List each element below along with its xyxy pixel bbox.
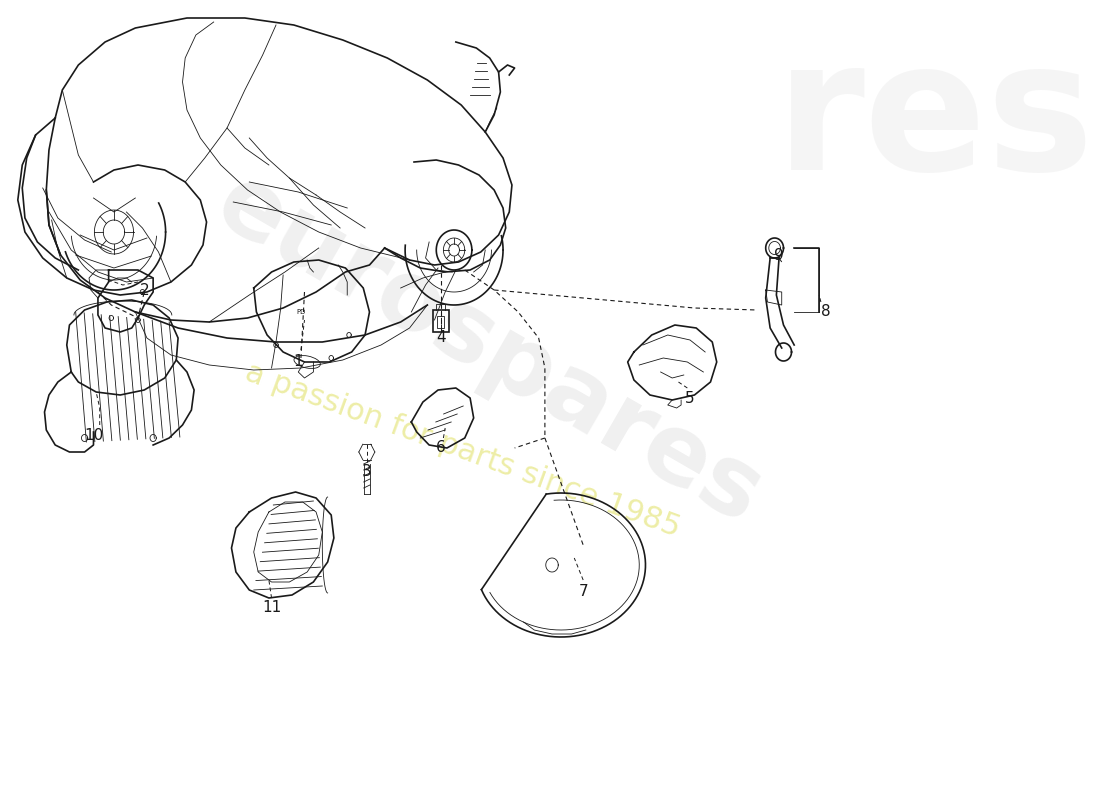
Text: 5: 5 [685,390,695,406]
Text: PD: PD [296,309,306,315]
Text: 2: 2 [140,282,148,298]
Bar [432,310,449,332]
Text: 8: 8 [822,305,830,319]
Text: res: res [776,32,1094,208]
Text: 9: 9 [774,247,784,262]
Text: 4: 4 [436,330,446,346]
Text: 3: 3 [362,465,372,479]
Text: 11: 11 [262,601,282,615]
Text: 1: 1 [294,354,304,370]
Text: 7: 7 [579,585,588,599]
Bar [437,316,444,328]
Text: a passion for parts since 1985: a passion for parts since 1985 [241,358,684,542]
Text: eurospares: eurospares [200,156,779,544]
Text: 6: 6 [436,441,446,455]
Text: 10: 10 [84,427,103,442]
